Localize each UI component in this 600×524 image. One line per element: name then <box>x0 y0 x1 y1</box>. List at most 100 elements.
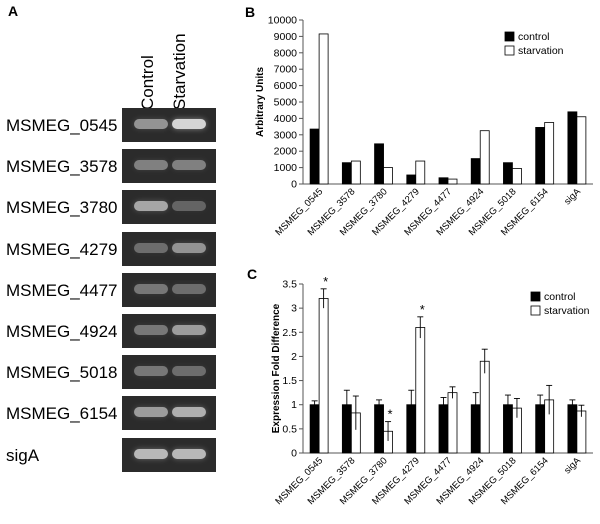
gel-lane-strip <box>122 396 216 431</box>
gel-band-starvation <box>172 366 206 377</box>
bar-starvation <box>512 168 522 185</box>
y-tick-label: 2000 <box>274 146 298 158</box>
y-tick-label: 10000 <box>268 15 297 27</box>
y-tick-label: 2 <box>291 351 297 363</box>
bar-control <box>309 128 320 185</box>
bar-starvation <box>447 178 458 185</box>
gel-row: MSMEG_4279 <box>0 231 232 268</box>
bar-control <box>470 158 481 185</box>
y-axis-label: Expression Fold Difference <box>271 303 282 433</box>
gel-column-label-control: Control <box>138 55 157 110</box>
y-tick-label: 3000 <box>274 129 298 141</box>
gel-row: MSMEG_4924 <box>0 314 232 350</box>
panel-letter: B <box>245 4 255 20</box>
legend-label-control: control <box>544 291 576 303</box>
gel-lane-strip <box>122 272 216 307</box>
bar-starvation <box>576 116 587 185</box>
significance-asterisk: * <box>323 274 328 289</box>
gel-band-control <box>134 201 168 212</box>
gel-band-starvation <box>172 448 206 459</box>
bar-control <box>438 177 449 185</box>
legend-swatch-starvation <box>530 305 541 316</box>
gel-band-starvation <box>172 283 206 294</box>
gel-band-starvation <box>172 407 206 418</box>
legend-swatch-control <box>504 31 515 42</box>
bar-starvation <box>318 33 329 185</box>
chart-b: B Arbitrary Units 0 1000 2000 3000 4000 5000 600… <box>245 4 593 238</box>
bar-starvation <box>383 167 393 185</box>
y-tick-label: 0.5 <box>282 423 297 435</box>
panel-a-label: A <box>8 3 19 19</box>
y-tick-label: 0 <box>291 179 297 191</box>
gel-band-starvation <box>172 242 206 253</box>
gel-band-control <box>134 366 168 377</box>
bar-control <box>406 174 417 185</box>
y-tick-label: 0 <box>291 448 297 460</box>
gel-row: MSMEG_0545 <box>0 108 232 144</box>
bar-starvation <box>479 130 490 185</box>
gel-band-control <box>134 407 168 418</box>
y-tick-label: 7000 <box>274 64 298 76</box>
gene-label: MSMEG_5018 <box>6 363 118 383</box>
x-tick-label: sigA <box>562 455 583 476</box>
bar-starvation <box>576 410 587 454</box>
bar-control <box>309 404 320 454</box>
gene-label: sigA <box>6 445 40 465</box>
chart-c: C Expression Fold Difference 0 0.5 1 1.5 2 2.5 3… <box>247 266 593 507</box>
gene-label: MSMEG_4279 <box>6 239 118 259</box>
bar-control <box>567 404 578 454</box>
gel-row: MSMEG_5018 <box>0 355 232 391</box>
y-tick-label: 9000 <box>274 31 298 43</box>
y-tick-label: 1 <box>291 399 297 411</box>
bar-control <box>374 143 384 185</box>
y-tick-label: 6000 <box>274 80 298 92</box>
legend-label-control: control <box>518 31 550 43</box>
gene-label: MSMEG_3578 <box>6 157 118 177</box>
gel-lane-strip <box>122 355 216 390</box>
gel-band-control <box>134 325 168 335</box>
gene-label: MSMEG_3780 <box>6 198 118 218</box>
bar-control <box>535 127 546 185</box>
gel-band-control <box>134 242 168 253</box>
legend-label-starvation: starvation <box>518 45 564 57</box>
bar-starvation <box>350 160 361 185</box>
y-tick-label: 3 <box>291 303 297 315</box>
significance-asterisk: * <box>388 407 393 422</box>
gel-row: MSMEG_3780 <box>0 190 232 226</box>
gel-lane-strip <box>122 231 216 266</box>
legend-swatch-starvation <box>504 45 515 56</box>
bar-starvation <box>415 160 426 185</box>
gene-label: MSMEG_4924 <box>6 322 118 341</box>
bar-control <box>438 404 449 454</box>
gel-band-starvation <box>172 160 206 171</box>
gel-lane-strip <box>122 149 216 184</box>
bar-starvation <box>415 327 426 454</box>
y-tick-label: 1.5 <box>282 375 297 387</box>
legend-swatch-control <box>530 291 541 302</box>
bar-starvation <box>479 360 490 454</box>
gel-lane-strip <box>122 314 216 348</box>
y-tick-label: 3.5 <box>282 279 297 291</box>
gel-lane-strip <box>122 190 216 225</box>
gel-band-starvation <box>172 201 206 212</box>
gel-band-control <box>134 283 168 294</box>
y-tick-label: 4000 <box>274 113 298 125</box>
panel-a-gel: A Control Starvation MSMEG_0545 MSMEG_357… <box>0 0 232 524</box>
gel-row: sigA <box>0 437 232 474</box>
bar-control <box>341 162 352 185</box>
legend-label-starvation: starvation <box>544 305 590 317</box>
y-tick-label: 5000 <box>274 97 298 109</box>
bar-starvation <box>318 298 329 454</box>
panel-letter: C <box>247 266 257 282</box>
bar-control <box>567 111 578 185</box>
gel-band-control <box>134 160 168 171</box>
bar-control <box>503 162 513 185</box>
y-tick-label: 1000 <box>274 162 298 174</box>
gel-lane-strip <box>122 108 216 142</box>
y-tick-label: 2.5 <box>282 327 297 339</box>
gel-band-control <box>134 119 168 129</box>
gel-row: MSMEG_3578 <box>0 149 232 185</box>
bar-starvation <box>447 392 458 454</box>
gel-lane-strip <box>122 437 216 472</box>
bar-control <box>374 404 384 454</box>
